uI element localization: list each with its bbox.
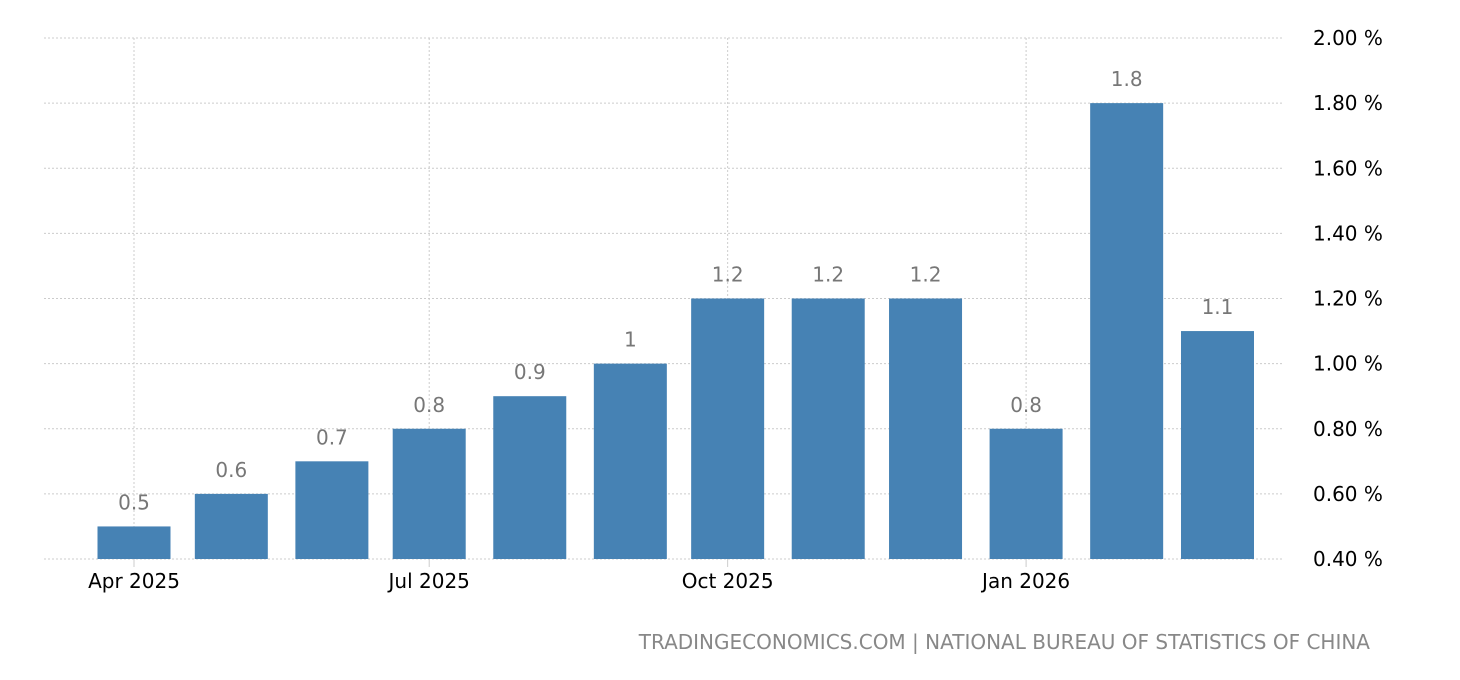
x-tick-label: Jul 2025 (387, 569, 470, 593)
source-credit: TRADINGECONOMICS.COM | NATIONAL BUREAU O… (638, 630, 1370, 654)
y-tick-label: 0.40 % (1313, 547, 1383, 571)
data-label: 1.2 (910, 263, 942, 287)
data-label: 0.6 (215, 458, 247, 482)
data-label: 1.2 (812, 263, 844, 287)
data-label: 1.1 (1202, 295, 1234, 319)
data-label: 1 (624, 328, 637, 352)
data-label: 0.5 (118, 490, 150, 514)
bar (493, 396, 567, 559)
data-label: 0.8 (413, 393, 445, 417)
bar (593, 363, 667, 559)
x-tick-label: Apr 2025 (88, 569, 180, 593)
bar (989, 428, 1063, 559)
bar (194, 493, 268, 559)
data-label: 1.2 (712, 263, 744, 287)
x-tick-label: Oct 2025 (682, 569, 774, 593)
x-tick-label: Jan 2026 (980, 569, 1070, 593)
y-tick-label: 1.00 % (1313, 352, 1383, 376)
bar (1090, 103, 1164, 559)
y-tick-label: 0.80 % (1313, 417, 1383, 441)
bar (392, 428, 466, 559)
bar (295, 461, 369, 559)
y-tick-label: 2.00 % (1313, 26, 1383, 50)
y-tick-label: 0.60 % (1313, 482, 1383, 506)
data-label: 1.8 (1111, 67, 1143, 91)
bar (97, 526, 171, 559)
y-tick-label: 1.40 % (1313, 221, 1383, 245)
bar (791, 298, 865, 559)
bar (1180, 331, 1254, 559)
data-label: 0.8 (1010, 393, 1042, 417)
data-label: 0.9 (514, 360, 546, 384)
bar (691, 298, 765, 559)
y-tick-label: 1.20 % (1313, 287, 1383, 311)
y-tick-label: 1.80 % (1313, 91, 1383, 115)
data-label: 0.7 (316, 425, 348, 449)
bar (889, 298, 963, 559)
y-tick-label: 1.60 % (1313, 156, 1383, 180)
